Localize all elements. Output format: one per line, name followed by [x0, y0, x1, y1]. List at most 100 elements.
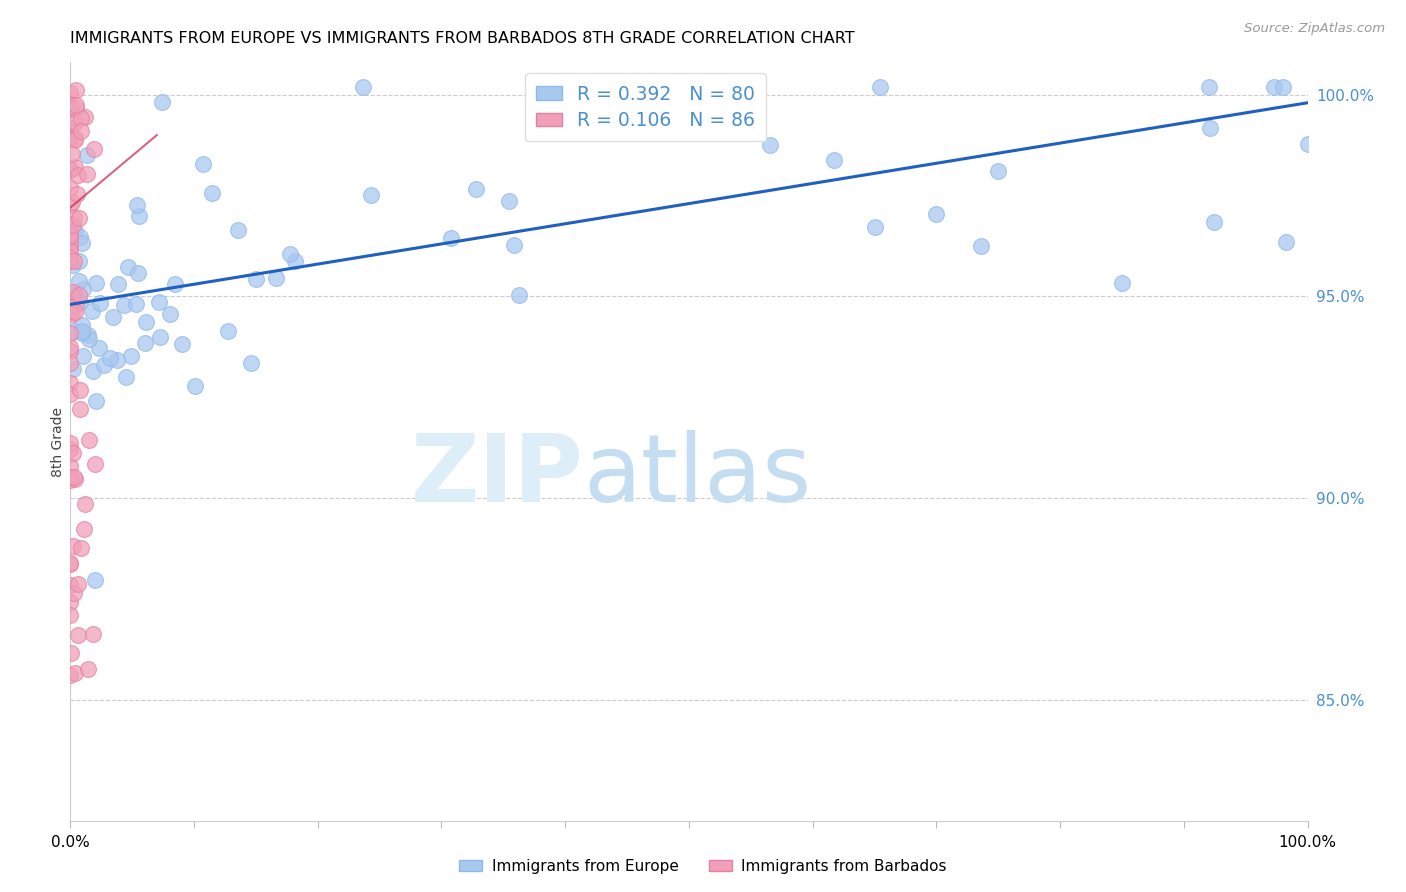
Point: [1198, 79, 1220, 94]
Point: [59, 252, 82, 266]
Point: [70, 326, 93, 340]
Point: [84, 573, 107, 587]
Point: [970, 238, 993, 252]
Point: [101, 310, 124, 324]
Point: [60, 287, 83, 301]
Point: [60, 195, 83, 210]
Point: [201, 186, 224, 200]
Point: [59, 161, 82, 176]
Point: [65, 131, 87, 145]
Point: [59, 217, 82, 231]
Point: [70, 318, 93, 332]
Legend: Immigrants from Europe, Immigrants from Barbados: Immigrants from Europe, Immigrants from …: [453, 853, 953, 880]
Point: [439, 231, 461, 245]
Point: [59, 181, 82, 195]
Point: [1198, 121, 1220, 136]
Point: [72, 349, 94, 363]
Point: [1271, 79, 1294, 94]
Point: [65, 224, 87, 238]
Point: [59, 608, 82, 623]
Point: [59, 458, 82, 473]
Point: [59, 131, 82, 145]
Point: [59, 557, 82, 571]
Point: [63, 472, 86, 486]
Point: [59, 343, 82, 358]
Point: [62, 470, 84, 484]
Point: [66, 168, 89, 182]
Point: [62, 285, 84, 299]
Point: [69, 402, 91, 417]
Point: [759, 137, 782, 152]
Point: [80, 303, 103, 318]
Point: [112, 298, 135, 312]
Point: [63, 133, 86, 147]
Point: [70, 112, 93, 126]
Point: [59, 376, 82, 390]
Point: [84, 394, 107, 409]
Point: [76, 167, 98, 181]
Point: [89, 296, 111, 310]
Point: [352, 79, 374, 94]
Point: [59, 253, 82, 268]
Point: [67, 253, 90, 268]
Point: [65, 305, 87, 319]
Point: [77, 662, 100, 676]
Point: [125, 297, 148, 311]
Text: ZIP: ZIP: [411, 430, 583, 522]
Point: [69, 295, 91, 310]
Point: [73, 522, 96, 536]
Point: [59, 293, 82, 307]
Point: [67, 274, 90, 288]
Point: [82, 627, 104, 641]
Point: [508, 288, 530, 302]
Point: [184, 379, 207, 393]
Point: [240, 356, 263, 370]
Point: [59, 163, 82, 178]
Point: [63, 254, 86, 268]
Point: [59, 124, 82, 138]
Point: [62, 361, 84, 376]
Point: [59, 595, 82, 609]
Point: [62, 258, 84, 272]
Point: [62, 290, 84, 304]
Text: IMMIGRANTS FROM EUROPE VS IMMIGRANTS FROM BARBADOS 8TH GRADE CORRELATION CHART: IMMIGRANTS FROM EUROPE VS IMMIGRANTS FRO…: [70, 31, 855, 46]
Point: [599, 126, 621, 140]
Point: [67, 211, 90, 225]
Point: [217, 324, 239, 338]
Point: [93, 358, 115, 372]
Point: [62, 219, 84, 233]
Point: [70, 124, 93, 138]
Point: [59, 130, 82, 145]
Point: [65, 83, 87, 97]
Point: [72, 324, 94, 338]
Point: [498, 194, 520, 208]
Point: [59, 326, 82, 340]
Point: [925, 207, 948, 221]
Point: [170, 337, 193, 351]
Point: [59, 646, 82, 660]
Point: [59, 121, 82, 136]
Point: [65, 101, 87, 115]
Point: [84, 457, 107, 471]
Point: [148, 330, 170, 344]
Text: atlas: atlas: [583, 430, 813, 522]
Point: [59, 473, 82, 487]
Point: [264, 271, 287, 285]
Point: [62, 211, 84, 225]
Point: [117, 260, 139, 274]
Point: [59, 305, 82, 319]
Point: [76, 147, 98, 161]
Point: [148, 295, 170, 310]
Point: [59, 228, 82, 243]
Point: [59, 667, 82, 681]
Point: [59, 103, 82, 117]
Point: [59, 86, 82, 100]
Point: [245, 271, 267, 285]
Point: [226, 222, 249, 236]
Point: [59, 240, 82, 254]
Point: [115, 370, 138, 384]
Point: [59, 244, 82, 258]
Point: [77, 332, 100, 346]
Point: [869, 79, 891, 94]
Point: [59, 130, 82, 145]
